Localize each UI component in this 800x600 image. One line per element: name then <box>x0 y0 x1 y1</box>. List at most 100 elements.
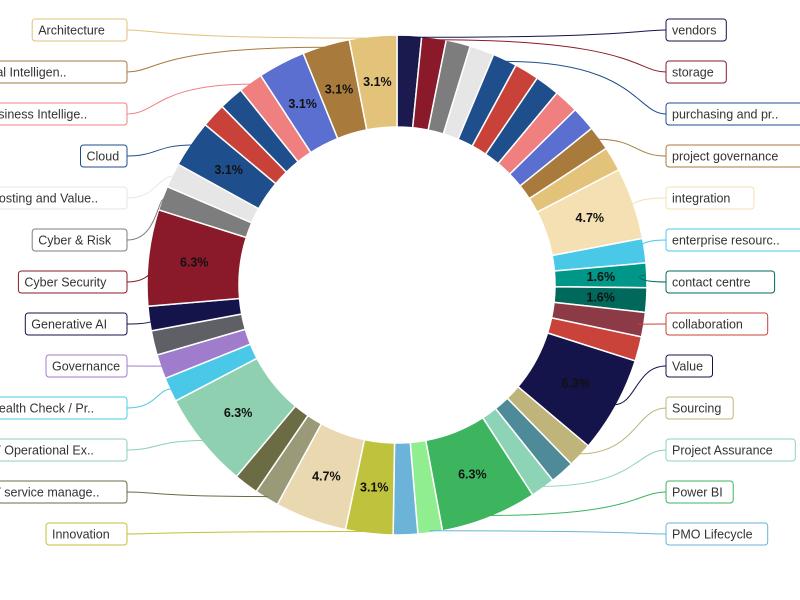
legend-box <box>665 396 734 420</box>
legend-text: Sourcing <box>672 402 721 416</box>
leader-line <box>433 39 667 73</box>
legend-box <box>17 270 128 294</box>
legend-label-left: Artificial Intelligen.. <box>0 60 128 84</box>
leader-line <box>126 491 268 498</box>
percent-label-group: 4.7% 1.6% 1.6% 6.3% 6.3% 3.1% 4.7% 6.3% 6.3% 3.1%… <box>180 75 615 495</box>
slice-group <box>146 34 648 536</box>
legend-text: Business Intellige.. <box>0 108 87 122</box>
leader-line <box>429 530 667 535</box>
leader-line <box>126 83 252 115</box>
legend-box <box>665 438 796 462</box>
leader-line <box>126 530 370 535</box>
legend-box <box>0 60 128 84</box>
legend-text: PMO Lifecycle <box>672 528 753 542</box>
legend-text: IT Operational Ex.. <box>0 444 94 458</box>
leader-line <box>126 46 327 73</box>
legend-box <box>665 522 769 546</box>
legend-label-left: Innovation <box>45 522 128 546</box>
legend-label-right: Power BI <box>665 480 734 504</box>
legend-text: Health Check / Pr.. <box>0 402 94 416</box>
slice-42[interactable] <box>348 34 398 131</box>
legend-box <box>45 354 128 378</box>
legend-label-left: Cyber & Risk <box>31 228 128 252</box>
leader-line <box>578 407 667 455</box>
legend-text: Project Assurance <box>672 444 773 458</box>
legend-box <box>0 480 128 504</box>
leader-line <box>126 439 204 451</box>
legend-box <box>665 480 734 504</box>
legend-label-right: integration <box>665 186 755 210</box>
slice-percent-label: 3.1% <box>214 163 243 177</box>
legend-text: enterprise resourc.. <box>672 234 780 248</box>
slice-percent-label: 6.3% <box>224 406 253 420</box>
legend-text: IT service manage.. <box>0 486 99 500</box>
legend-text: Cyber & Risk <box>38 234 112 248</box>
leader-line <box>488 491 667 516</box>
leader-line-group <box>126 29 667 535</box>
leader-line <box>541 449 667 487</box>
legend-text: project governance <box>672 150 778 164</box>
legend-label-left: Governance <box>45 354 128 378</box>
legend-label-right: project governance <box>665 144 800 168</box>
leader-line <box>504 60 667 115</box>
leader-line <box>126 175 175 199</box>
legend-box <box>665 228 800 252</box>
legend-box <box>665 312 769 336</box>
legend-label-left: IT service manage.. <box>0 480 128 504</box>
legend-label-right: Sourcing <box>665 396 734 420</box>
legend-label-right: Value <box>665 354 713 378</box>
legend-label-left: Cloud <box>80 144 128 168</box>
leader-line <box>126 317 155 325</box>
legend-text: Artificial Intelligen.. <box>0 66 67 80</box>
legend-text: collaboration <box>672 318 743 332</box>
legend-label-right: PMO Lifecycle <box>665 522 769 546</box>
slice-percent-label: 6.3% <box>561 377 590 391</box>
legend-box <box>45 522 128 546</box>
legend-label-right: collaboration <box>665 312 769 336</box>
legend-text: Generative AI <box>31 318 107 332</box>
slice-percent-label: 4.7% <box>312 469 341 483</box>
legend-box <box>0 396 128 420</box>
legend-box <box>665 186 755 210</box>
legend-label-left: Business Intellige.. <box>0 102 128 126</box>
legend-box <box>665 18 727 42</box>
leader-line <box>126 198 165 241</box>
slice-percent-label: 3.1% <box>288 97 317 111</box>
leader-line <box>126 388 172 409</box>
slice-percent-label: 1.6% <box>586 290 615 304</box>
legend-text: Power BI <box>672 486 723 500</box>
leader-line <box>631 197 667 205</box>
legend-label-left: Generative AI <box>24 312 128 336</box>
legend-text: Innovation <box>52 528 110 542</box>
legend-label-right: contact centre <box>665 270 776 294</box>
slice-percent-label: 3.1% <box>363 75 392 89</box>
leader-line <box>126 144 193 157</box>
legend-text: purchasing and pr.. <box>672 108 778 122</box>
legend-box <box>665 270 776 294</box>
legend-label-left: Costing and Value.. <box>0 186 128 210</box>
legend-box <box>0 438 128 462</box>
legend-label-left: IT Operational Ex.. <box>0 438 128 462</box>
legend-box <box>665 144 800 168</box>
legend-text: Cloud <box>87 150 120 164</box>
legend-box <box>80 144 128 168</box>
leader-line <box>409 29 667 38</box>
legend-text: contact centre <box>672 276 751 290</box>
legend-label-left: Cyber Security <box>17 270 128 294</box>
legend-text: Value <box>672 360 703 374</box>
slice-percent-label: 3.1% <box>360 481 389 495</box>
legend-box <box>31 18 128 42</box>
legend-label-right: Project Assurance <box>665 438 796 462</box>
legend-box <box>665 102 800 126</box>
legend-box <box>0 102 128 126</box>
legend-box <box>665 354 713 378</box>
legend-box <box>31 228 128 252</box>
legend-box <box>24 312 128 336</box>
leader-line <box>126 29 374 39</box>
legend-label-right: vendors <box>665 18 727 42</box>
legend-label-left: Health Check / Pr.. <box>0 396 128 420</box>
legend-label-group: Architecture Artificial Intelligen.. Busin… <box>0 18 800 546</box>
legend-text: vendors <box>672 24 716 38</box>
legend-label-right: storage <box>665 60 727 84</box>
